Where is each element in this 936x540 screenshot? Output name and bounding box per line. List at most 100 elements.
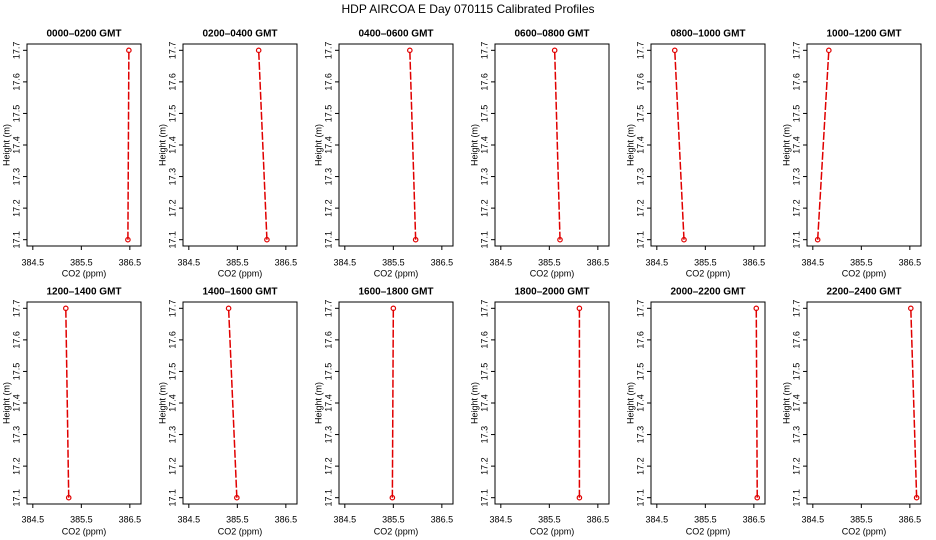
figure-title: HDP AIRCOA E Day 070115 Calibrated Profi… xyxy=(341,2,594,16)
y-tick-label: 17.6 xyxy=(791,331,801,349)
profile-line xyxy=(127,50,130,240)
panel-title: 0000–0200 GMT xyxy=(46,29,121,40)
y-tick-label: 17.2 xyxy=(11,199,21,217)
data-point xyxy=(681,236,687,243)
data-point xyxy=(264,236,270,243)
x-tick-label: 384.5 xyxy=(490,257,513,267)
panel: 1600–1800 GMT CO2 (ppm) Height (m) 384.5 385… xyxy=(313,287,454,536)
panel: 2000–2200 GMT CO2 (ppm) Height (m) 384.5 385… xyxy=(625,287,766,536)
x-tick-label: 386.5 xyxy=(587,514,610,524)
y-tick-label: 17.1 xyxy=(11,231,21,249)
y-tick-label: 17.2 xyxy=(167,457,177,475)
y-axis-label: Height (m) xyxy=(1,382,11,424)
x-tick-label: 386.5 xyxy=(899,514,922,524)
y-tick-label: 17.7 xyxy=(11,300,21,318)
y-tick-label: 17.2 xyxy=(791,199,801,217)
panel-title: 1200–1400 GMT xyxy=(46,287,121,298)
y-tick-label: 17.5 xyxy=(11,105,21,123)
y-axis-label: Height (m) xyxy=(469,124,479,166)
y-tick-label: 17.3 xyxy=(323,168,333,186)
panel-title: 0600–0800 GMT xyxy=(514,29,589,40)
y-tick-label: 17.7 xyxy=(791,42,801,60)
y-tick-label: 17.7 xyxy=(479,300,489,318)
y-axis-label: Height (m) xyxy=(313,124,323,166)
panel-title: 2200–2400 GMT xyxy=(826,287,901,298)
y-tick-label: 17.6 xyxy=(167,331,177,349)
y-axis-label: Height (m) xyxy=(157,382,167,424)
plot-frame xyxy=(26,301,142,505)
x-tick-label: 386.5 xyxy=(119,257,142,267)
y-tick-label: 17.3 xyxy=(11,426,21,444)
y-tick-label: 17.1 xyxy=(167,489,177,507)
plot-frame xyxy=(182,43,298,247)
x-tick-label: 386.5 xyxy=(119,514,142,524)
data-point xyxy=(753,305,760,312)
y-tick-label: 17.3 xyxy=(479,168,489,186)
data-point xyxy=(126,47,132,54)
x-tick-label: 385.5 xyxy=(382,514,405,524)
panel-title: 1400–1600 GMT xyxy=(202,287,277,298)
plot-frame xyxy=(806,301,922,505)
x-tick-label: 384.5 xyxy=(22,514,45,524)
y-tick-label: 17.4 xyxy=(11,136,21,154)
profile-line xyxy=(257,50,268,240)
panel: 0200–0400 GMT CO2 (ppm) Height (m) 384.5 385… xyxy=(157,29,298,278)
data-point xyxy=(671,47,678,54)
x-axis-label: CO2 (ppm) xyxy=(530,526,575,536)
plot-frame xyxy=(494,43,610,247)
y-tick-label: 17.4 xyxy=(791,136,801,154)
panel-title: 0400–0600 GMT xyxy=(358,29,433,40)
y-tick-label: 17.4 xyxy=(167,136,177,154)
y-tick-label: 17.5 xyxy=(635,105,645,123)
data-point xyxy=(63,305,69,312)
y-axis-label: Height (m) xyxy=(625,382,635,424)
x-tick-label: 384.5 xyxy=(490,514,513,524)
y-tick-label: 17.2 xyxy=(635,457,645,475)
x-tick-label: 384.5 xyxy=(334,257,357,267)
y-tick-label: 17.6 xyxy=(167,73,177,91)
y-tick-label: 17.3 xyxy=(791,168,801,186)
y-tick-label: 17.7 xyxy=(635,300,645,318)
y-tick-label: 17.3 xyxy=(635,168,645,186)
plot-frame xyxy=(26,43,142,247)
y-tick-label: 17.1 xyxy=(635,231,645,249)
profile-line xyxy=(674,50,685,240)
y-tick-label: 17.6 xyxy=(479,73,489,91)
panel: 2200–2400 GMT CO2 (ppm) Height (m) 384.5 385… xyxy=(781,287,922,536)
y-axis-label: Height (m) xyxy=(1,124,11,166)
data-point xyxy=(754,494,761,501)
x-tick-label: 384.5 xyxy=(178,257,201,267)
panel: 1000–1200 GMT CO2 (ppm) Height (m) 384.5 385… xyxy=(781,29,922,278)
x-tick-label: 385.5 xyxy=(538,514,561,524)
x-tick-label: 385.5 xyxy=(538,257,561,267)
y-tick-label: 17.7 xyxy=(167,42,177,60)
y-tick-label: 17.6 xyxy=(323,73,333,91)
x-axis-label: CO2 (ppm) xyxy=(842,526,887,536)
y-tick-label: 17.5 xyxy=(479,363,489,381)
y-axis-label: Height (m) xyxy=(781,382,791,424)
y-tick-label: 17.2 xyxy=(11,457,21,475)
x-tick-label: 386.5 xyxy=(743,257,766,267)
data-point xyxy=(576,494,583,501)
panel-title: 2000–2200 GMT xyxy=(670,287,745,298)
y-tick-label: 17.5 xyxy=(167,363,177,381)
x-tick-label: 384.5 xyxy=(802,257,825,267)
y-axis-label: Height (m) xyxy=(469,382,479,424)
x-tick-label: 386.5 xyxy=(431,257,454,267)
y-tick-label: 17.5 xyxy=(791,105,801,123)
y-tick-label: 17.6 xyxy=(11,331,21,349)
x-tick-label: 385.5 xyxy=(694,257,717,267)
y-tick-label: 17.4 xyxy=(11,394,21,412)
profile-line xyxy=(553,50,561,240)
y-axis-label: Height (m) xyxy=(313,382,323,424)
data-point xyxy=(814,236,821,243)
y-tick-label: 17.1 xyxy=(791,489,801,507)
y-tick-label: 17.2 xyxy=(323,457,333,475)
data-point xyxy=(125,236,131,243)
y-tick-label: 17.1 xyxy=(167,231,177,249)
y-tick-label: 17.4 xyxy=(791,394,801,412)
plot-frame xyxy=(182,301,298,505)
y-tick-label: 17.7 xyxy=(635,42,645,60)
y-tick-label: 17.7 xyxy=(167,300,177,318)
y-tick-label: 17.3 xyxy=(635,426,645,444)
